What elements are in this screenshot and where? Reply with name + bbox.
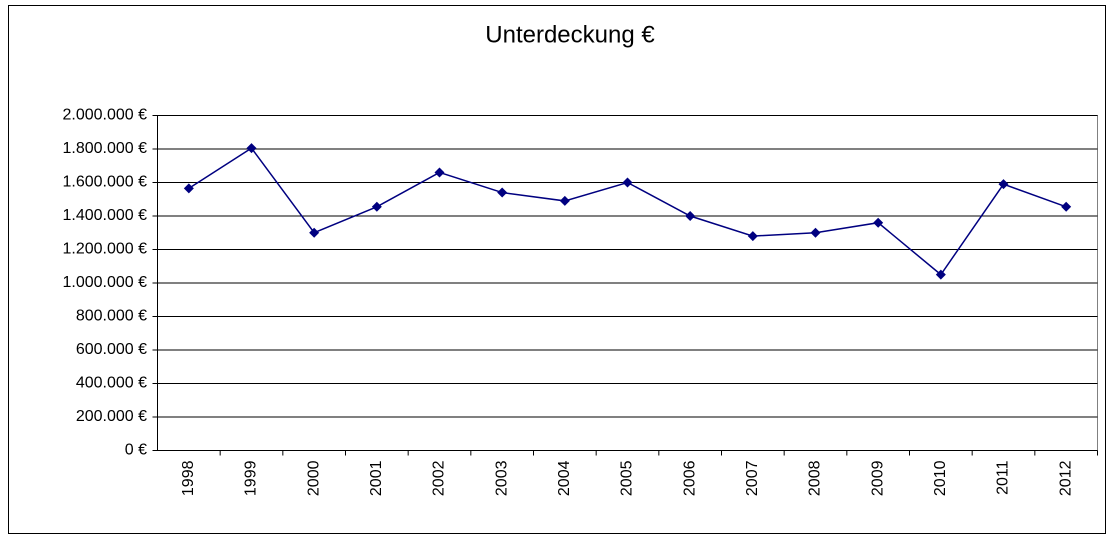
y-tick-label: 2.000.000 € (62, 107, 147, 124)
y-tick-label: 1.400.000 € (62, 207, 147, 224)
marker (622, 177, 633, 188)
marker (810, 227, 821, 238)
marker (309, 227, 320, 238)
x-tick-label: 1998 (180, 460, 197, 496)
marker (246, 143, 257, 154)
marker (559, 195, 570, 206)
x-tick-label: 2005 (619, 460, 636, 496)
marker (497, 187, 508, 198)
x-tick-label: 2002 (431, 460, 448, 496)
y-tick-label: 400.000 € (76, 375, 147, 392)
marker (1061, 201, 1072, 212)
x-tick-label: 2012 (1057, 460, 1074, 496)
y-tick-label: 1.600.000 € (62, 174, 147, 191)
marker (371, 201, 382, 212)
x-tick-label: 2009 (869, 460, 886, 496)
x-tick-label: 2010 (932, 460, 949, 496)
y-tick-label: 600.000 € (76, 341, 147, 358)
x-tick-label: 2001 (368, 460, 385, 496)
x-tick-label: 2006 (681, 460, 698, 496)
y-tick-label: 1.000.000 € (62, 274, 147, 291)
marker (685, 211, 696, 221)
marker (434, 167, 445, 178)
x-tick-label: 1999 (243, 460, 260, 496)
x-tick-label: 2004 (556, 460, 573, 496)
y-tick-label: 1.200.000 € (62, 241, 147, 258)
y-tick-label: 0 € (125, 442, 147, 459)
y-tick-label: 1.800.000 € (62, 140, 147, 157)
y-tick-label: 200.000 € (76, 408, 147, 425)
x-tick-label: 2008 (807, 460, 824, 496)
marker (935, 269, 946, 280)
x-tick-label: 2000 (305, 460, 322, 496)
marker (183, 183, 194, 194)
x-tick-label: 2011 (995, 460, 1012, 495)
y-tick-label: 800.000 € (76, 308, 147, 325)
x-tick-label: 2007 (744, 460, 761, 496)
chart-title: Unterdeckung € (485, 21, 655, 48)
marker (873, 217, 884, 228)
marker (747, 231, 758, 242)
x-tick-label: 2003 (493, 460, 510, 496)
marker (998, 179, 1009, 190)
